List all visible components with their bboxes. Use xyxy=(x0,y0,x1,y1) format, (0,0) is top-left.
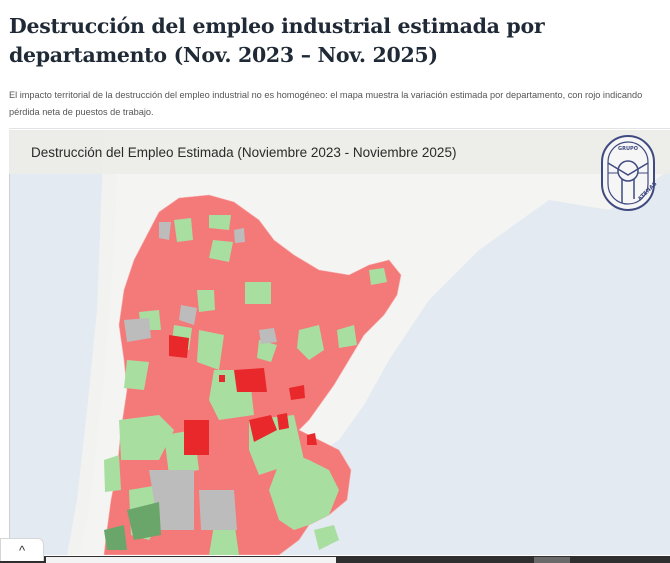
article-description: El impacto territorial de la destrucción… xyxy=(9,90,643,117)
svg-text:GRUPO: GRUPO xyxy=(618,146,638,152)
taskbar-segment xyxy=(534,557,570,563)
choropleth-map[interactable] xyxy=(9,130,670,555)
divider xyxy=(9,128,670,129)
taskbar-segment xyxy=(46,557,336,563)
bottom-taskbar xyxy=(0,556,670,563)
frame-border xyxy=(9,130,10,555)
article-title: Destrucción del empleo industrial estima… xyxy=(9,14,545,67)
chevron-up-icon: ^ xyxy=(18,542,26,558)
map-frame[interactable]: Destrucción del Empleo Estimada (Noviemb… xyxy=(9,130,670,555)
map-title: Destrucción del Empleo Estimada (Noviemb… xyxy=(31,145,457,160)
collapse-toggle-button[interactable]: ^ xyxy=(0,538,44,561)
map-header: Destrucción del Empleo Estimada (Noviemb… xyxy=(9,130,670,174)
grupo-atenas-logo-icon: GRUPO ATENAS xyxy=(601,135,658,211)
